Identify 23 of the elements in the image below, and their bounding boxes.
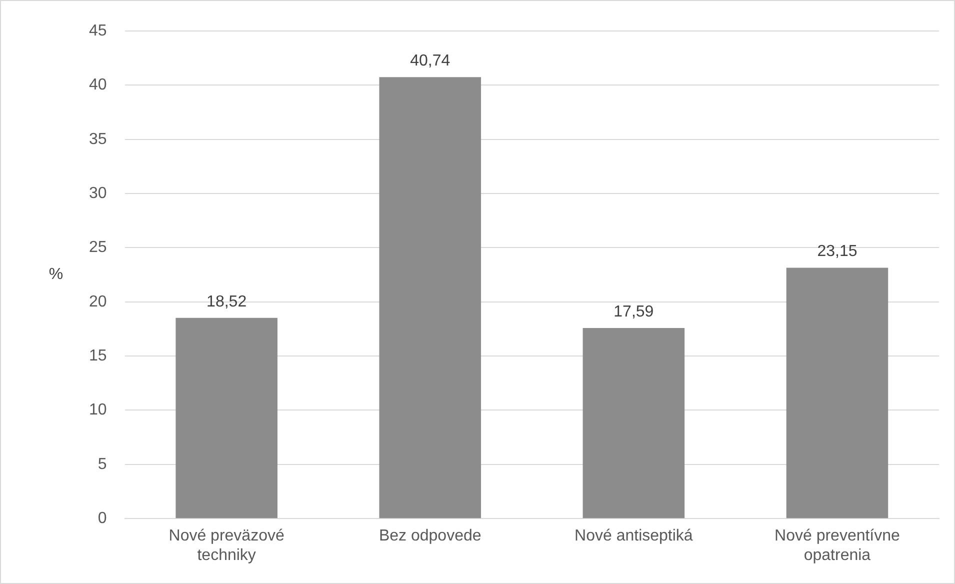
y-tick-label: 20 xyxy=(89,293,107,310)
data-label: 17,59 xyxy=(614,303,654,320)
y-tick-label: 15 xyxy=(89,347,107,364)
bar xyxy=(176,318,278,518)
data-label: 23,15 xyxy=(817,243,858,260)
bar xyxy=(379,77,482,518)
y-tick-label: 45 xyxy=(89,22,107,40)
y-axis-title: % xyxy=(48,266,64,284)
y-tick-label: 25 xyxy=(89,239,107,256)
y-tick-label: 5 xyxy=(98,456,107,473)
y-tick-label: 40 xyxy=(89,76,107,94)
bar xyxy=(786,268,888,518)
x-tick-label: Nové preventívne opatrenia xyxy=(774,528,900,564)
y-tick-label: 0 xyxy=(98,510,107,528)
bar xyxy=(582,328,685,518)
data-label: 40,74 xyxy=(410,52,450,70)
y-tick-label: 10 xyxy=(89,402,107,419)
y-tick-label: 30 xyxy=(89,184,107,202)
data-label: 18,52 xyxy=(206,293,247,310)
x-tick-label: Nové antiseptiká xyxy=(574,528,693,545)
y-tick-label: 35 xyxy=(89,130,107,148)
x-tick-label: Nové preväzové techniky xyxy=(168,528,284,564)
x-tick-label: Bez odpovede xyxy=(378,528,482,545)
